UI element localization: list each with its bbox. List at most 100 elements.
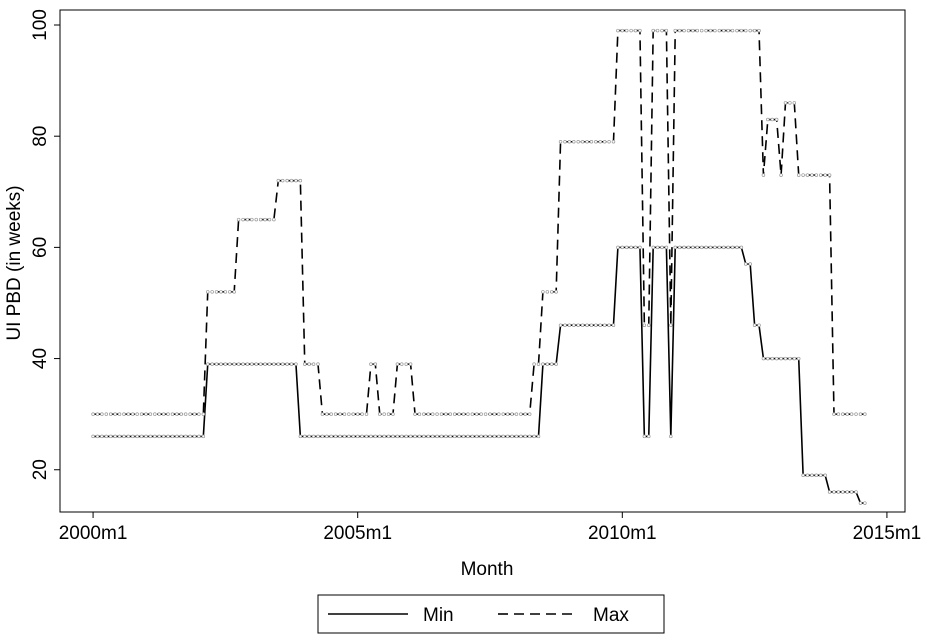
data-point	[801, 473, 805, 478]
data-point	[325, 412, 329, 416]
data-point	[175, 434, 179, 439]
data-point	[91, 434, 95, 439]
data-point	[669, 434, 673, 439]
data-point	[708, 28, 713, 33]
data-point	[527, 434, 532, 439]
data-point	[854, 412, 858, 416]
data-point	[91, 412, 95, 416]
data-point	[611, 323, 616, 327]
data-point	[311, 434, 316, 439]
data-point	[863, 412, 867, 416]
data-point	[766, 117, 770, 122]
data-point	[792, 101, 797, 105]
data-point	[677, 245, 682, 250]
data-point	[272, 362, 276, 366]
data-point	[779, 173, 783, 177]
data-point	[602, 323, 607, 327]
data-point	[108, 412, 113, 416]
data-point	[395, 362, 400, 366]
data-point	[236, 217, 241, 222]
data-point	[858, 501, 863, 505]
data-point	[796, 173, 801, 177]
data-point	[214, 290, 219, 294]
data-point	[280, 178, 285, 183]
data-point	[810, 173, 814, 177]
data-point	[832, 490, 836, 494]
data-point	[95, 412, 100, 416]
data-point	[536, 362, 541, 366]
data-point	[483, 434, 488, 439]
data-point	[576, 140, 580, 144]
data-point	[201, 412, 206, 416]
data-point	[563, 323, 567, 327]
y-tick-label: 60	[30, 237, 51, 258]
data-point	[532, 434, 536, 439]
data-point	[192, 434, 197, 439]
data-point	[430, 434, 435, 439]
data-point	[655, 28, 660, 33]
data-point	[263, 362, 267, 366]
data-point	[183, 412, 188, 416]
data-point	[382, 412, 386, 416]
data-point	[294, 178, 298, 183]
data-point	[695, 245, 700, 250]
data-point	[774, 356, 779, 361]
data-point	[691, 28, 695, 33]
data-point	[558, 323, 563, 327]
data-point	[435, 412, 439, 416]
data-point	[113, 412, 117, 416]
data-point	[333, 434, 338, 439]
data-point	[620, 28, 625, 33]
data-point	[113, 434, 117, 439]
data-point	[554, 290, 558, 294]
data-point	[320, 434, 325, 439]
data-point	[254, 362, 259, 366]
data-point	[285, 362, 289, 366]
data-point	[236, 362, 241, 366]
data-point	[466, 434, 470, 439]
data-point	[541, 362, 545, 366]
data-point	[254, 217, 259, 222]
data-point	[647, 434, 651, 439]
data-point	[470, 412, 475, 416]
data-point	[179, 412, 184, 416]
data-point	[289, 362, 294, 366]
data-point	[819, 473, 823, 478]
data-point	[347, 434, 351, 439]
data-point	[823, 173, 827, 177]
data-point	[660, 28, 664, 33]
data-point	[633, 245, 638, 250]
data-point	[135, 434, 139, 439]
data-point	[408, 362, 413, 366]
data-point	[303, 434, 307, 439]
data-point	[541, 290, 545, 294]
data-point	[805, 473, 810, 478]
data-point	[858, 412, 863, 416]
data-point	[726, 28, 730, 33]
data-point	[532, 362, 536, 366]
data-point	[721, 245, 726, 250]
data-point	[607, 323, 611, 327]
data-point	[695, 28, 700, 33]
data-point	[796, 356, 801, 361]
data-point	[739, 245, 744, 250]
data-point	[413, 412, 417, 416]
data-point	[457, 412, 461, 416]
data-point	[739, 28, 744, 33]
data-point	[276, 362, 281, 366]
data-point	[311, 362, 316, 366]
data-point	[466, 412, 470, 416]
data-point	[704, 28, 708, 33]
data-point	[563, 140, 567, 144]
data-point	[849, 490, 854, 494]
data-point	[228, 290, 232, 294]
data-point	[157, 434, 161, 439]
data-point	[576, 323, 580, 327]
data-point	[624, 245, 629, 250]
data-point	[417, 434, 422, 439]
data-point	[448, 412, 453, 416]
data-point	[188, 412, 192, 416]
data-point	[360, 434, 364, 439]
data-point	[845, 412, 849, 416]
